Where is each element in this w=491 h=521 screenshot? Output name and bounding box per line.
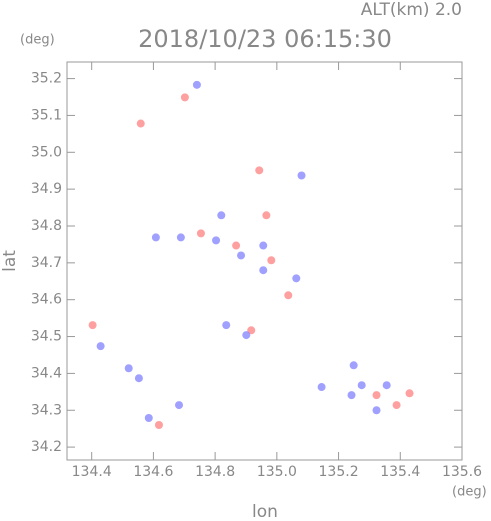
echo-point (96, 342, 105, 351)
echo-point (237, 251, 246, 260)
x-tick-label: 135.0 (257, 464, 297, 480)
y-tick-label: 35.0 (31, 144, 62, 160)
echo-point (212, 236, 221, 245)
echo-point (192, 80, 201, 89)
y-tick-label: 35.2 (31, 71, 62, 87)
echo-point (259, 266, 268, 275)
x-tick-label: 134.8 (195, 464, 235, 480)
echo-point (405, 389, 414, 398)
echo-point (267, 256, 276, 265)
y-tick-label: 34.3 (31, 402, 62, 418)
x-unit: (deg) (452, 485, 487, 500)
echo-point (292, 274, 301, 283)
echo-point (242, 331, 251, 340)
x-tick-label: 135.4 (380, 464, 420, 480)
echo-point (349, 361, 358, 370)
echo-point (144, 413, 153, 422)
echo-point (317, 383, 326, 392)
x-tick-label: 135.6 (442, 464, 482, 480)
echo-point (175, 401, 184, 410)
echo-point (154, 420, 163, 429)
x-tick-label: 135.2 (319, 464, 359, 480)
echo-point (382, 381, 391, 390)
echo-point (232, 241, 241, 250)
y-tick-label: 34.8 (31, 218, 62, 234)
echo-point (262, 211, 271, 220)
echo-point (255, 166, 264, 175)
y-tick-label: 34.2 (31, 439, 62, 455)
x-axis-label: lon (252, 502, 278, 521)
y-tick-label: 34.5 (31, 329, 62, 345)
echo-point (247, 326, 256, 335)
y-tick-label: 34.9 (31, 181, 62, 197)
echo-point (136, 119, 145, 128)
echo-point (151, 233, 160, 242)
echo-point (134, 374, 143, 383)
echo-point (124, 364, 133, 373)
chart-subtitle: ALT(km) 2.0 (361, 0, 462, 20)
y-axis-label: lat (0, 250, 20, 272)
echo-point (176, 233, 185, 242)
y-tick-label: 35.1 (31, 107, 62, 123)
plot-frame (66, 61, 463, 461)
x-tick-label: 134.6 (133, 464, 173, 480)
y-tick-label: 34.7 (31, 255, 62, 271)
x-tick-label: 134.4 (72, 464, 112, 480)
echo-point (88, 321, 97, 330)
echo-point (180, 93, 189, 102)
echo-point (357, 381, 366, 390)
echo-point (297, 171, 306, 180)
echo-point (372, 406, 381, 415)
echo-point (196, 229, 205, 238)
echo-point (372, 391, 381, 400)
echo-point (392, 401, 401, 410)
y-tick-label: 34.4 (31, 365, 62, 381)
chart-title: 2018/10/23 06:15:30 (138, 25, 392, 53)
y-tick-label: 34.6 (31, 292, 62, 308)
echo-point (217, 211, 226, 220)
echo-point (347, 391, 356, 400)
y-unit: (deg) (20, 33, 55, 48)
echo-point (222, 321, 231, 330)
echo-point (284, 291, 293, 300)
echo-point (259, 241, 268, 250)
